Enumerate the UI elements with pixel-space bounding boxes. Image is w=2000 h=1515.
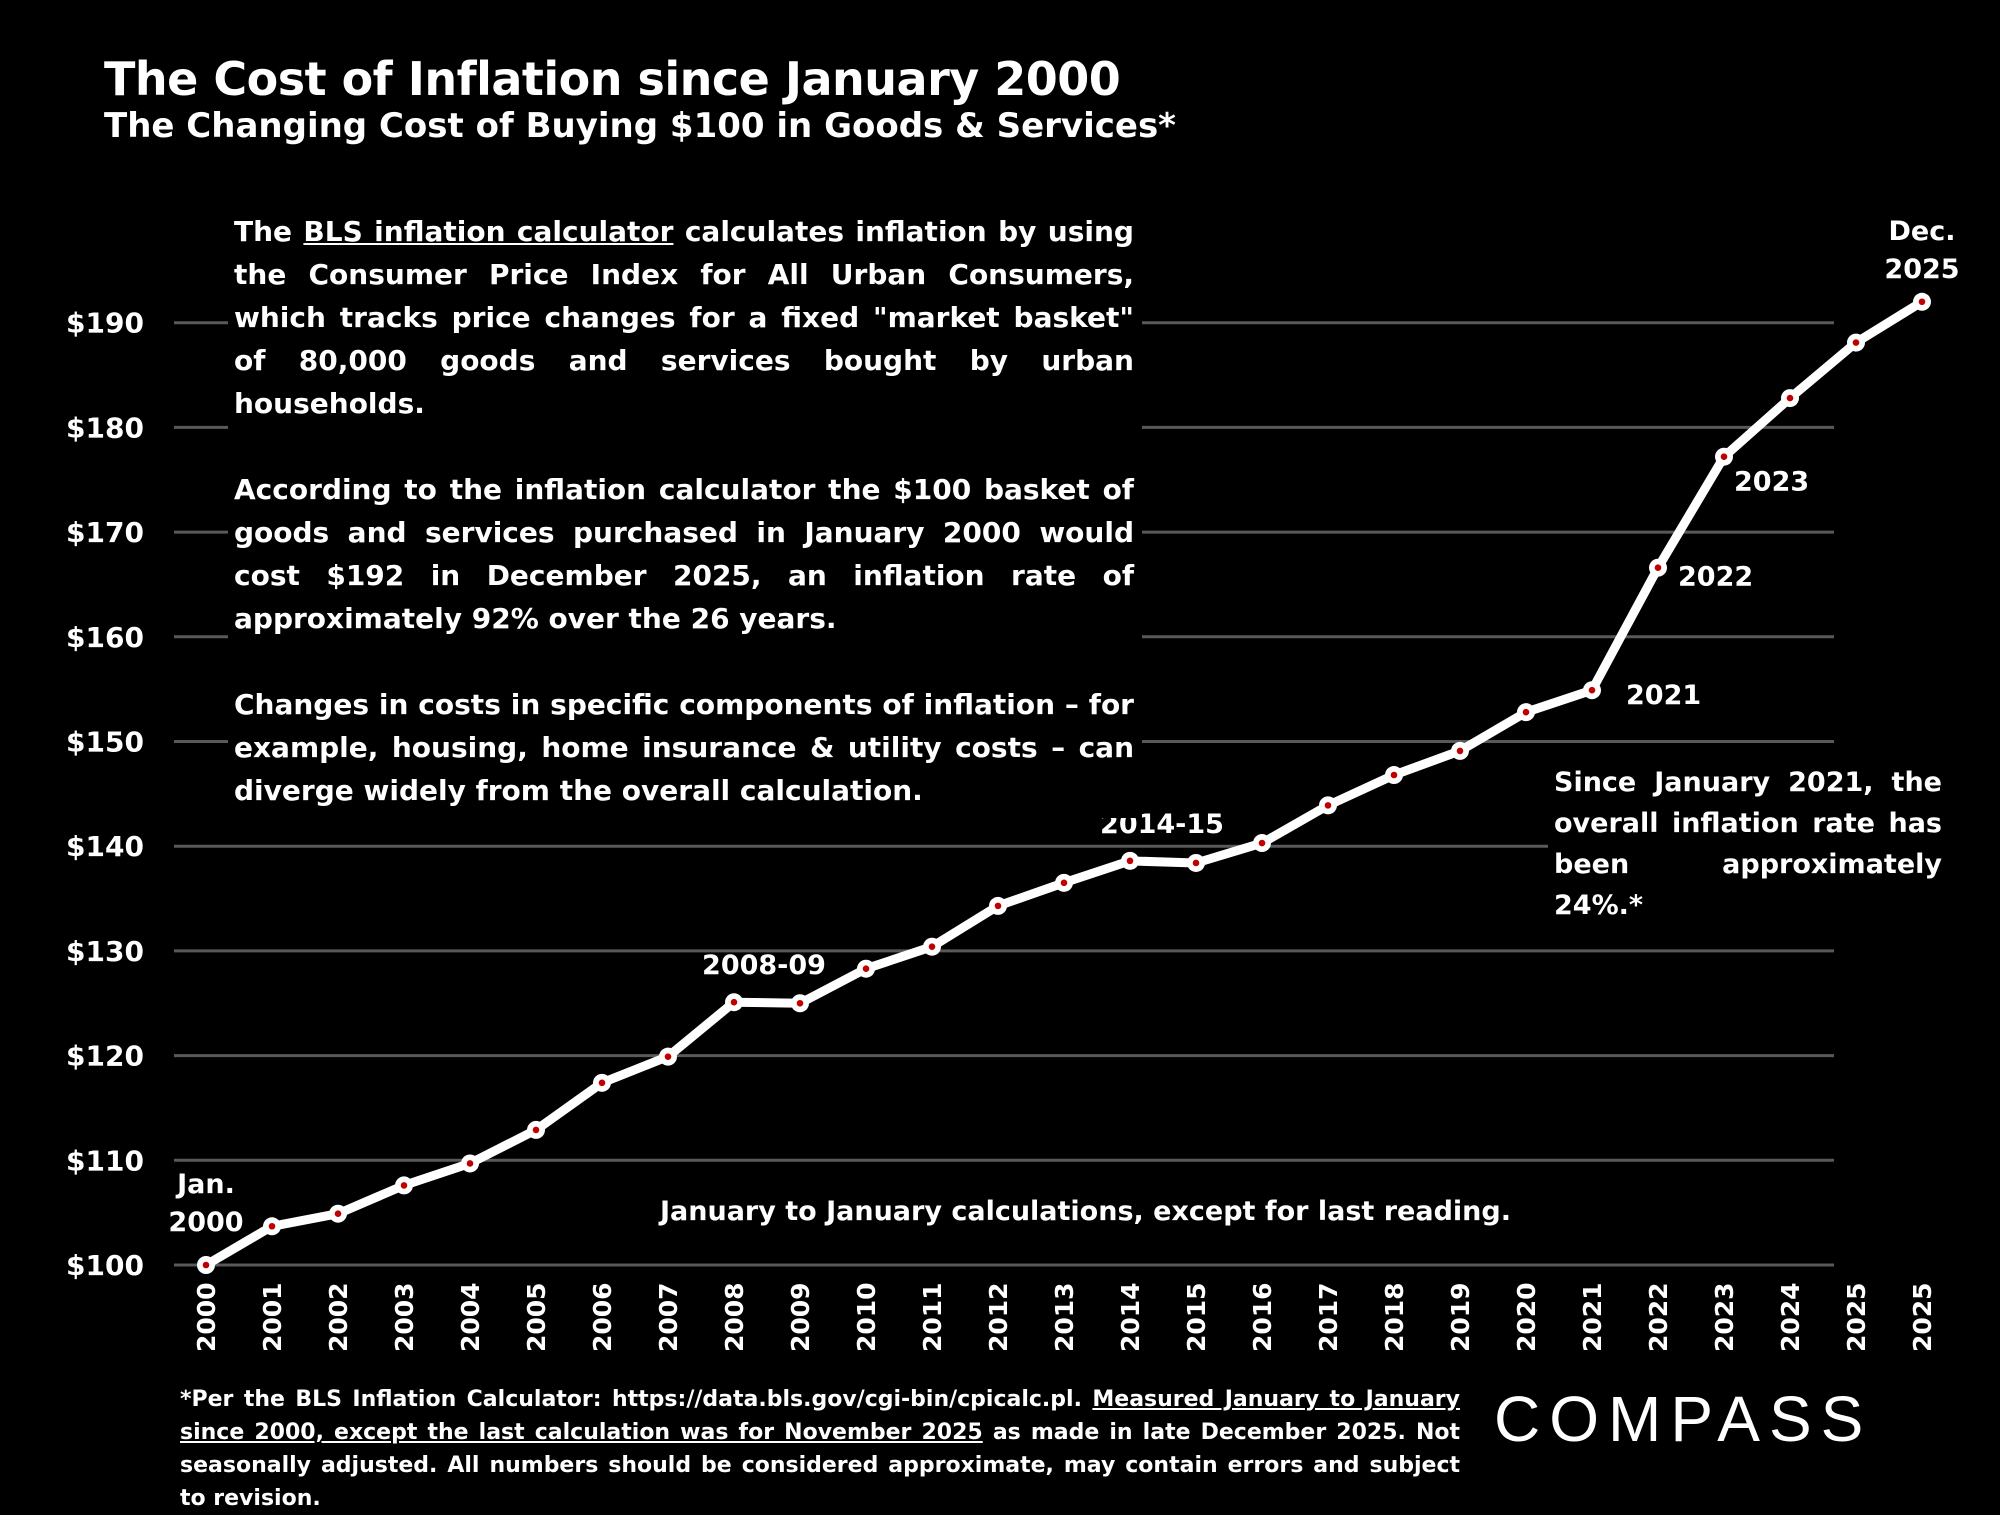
y-tick-label: $130 [66,935,144,968]
data-point-dot [532,1126,540,1134]
explanation-paragraph-3: Changes in costs in specific components … [234,688,1134,807]
x-tick-label: 2013 [1050,1282,1079,1352]
x-tick-label: 2008 [720,1282,749,1352]
x-tick-label: 2025 [1908,1282,1937,1352]
data-point-dot [1852,339,1860,346]
data-point-dot [202,1261,210,1269]
x-tick-label: 2020 [1512,1282,1541,1352]
x-tick-label: 2015 [1182,1282,1211,1352]
logo-text: C [1494,1383,1550,1455]
logo-o: O [1549,1383,1608,1455]
explanation-text: calculates inflation by using the Consum… [234,215,1134,420]
data-point-dot [466,1160,474,1167]
y-tick-label: $160 [66,621,144,654]
data-point-dot [1324,802,1332,809]
since-2021-note: Since January 2021, the overall inflatio… [1548,758,1948,930]
data-point-dot [1720,453,1728,461]
x-tick-label: 2021 [1578,1282,1607,1352]
explanation-text: The [234,215,304,248]
data-point-dot [928,943,936,951]
chart-title: The Cost of Inflation since January 2000 [104,52,1121,106]
point-annotation: 2023 [1734,467,1809,498]
point-annotation: 2022 [1678,562,1753,593]
point-annotation: 2021 [1626,680,1701,711]
footnote: *Per the BLS Inflation Calculator: https… [180,1383,1460,1515]
x-tick-label: 2022 [1644,1282,1673,1352]
data-point-dot [334,1210,342,1217]
data-point-dot [1522,708,1530,716]
x-tick-label: 2001 [258,1282,287,1352]
data-point-dot [1390,771,1398,779]
data-point-dot [1192,859,1200,867]
explanation-box: The BLS inflation calculator calculates … [228,208,1142,818]
x-tick-label: 2002 [324,1282,353,1352]
x-tick-label: 2014 [1116,1282,1145,1352]
bls-calculator-link[interactable]: BLS inflation calculator [303,215,674,248]
data-point-dot [1456,747,1464,755]
data-point-dot [1258,839,1266,847]
point-annotation: Dec. [1889,216,1956,247]
x-tick-label: 2003 [390,1282,419,1352]
point-annotation: 2000 [168,1207,243,1238]
x-tick-label: 2006 [588,1282,617,1352]
point-annotation: 2008-09 [702,950,826,981]
y-tick-label: $190 [66,307,144,340]
chart-subtitle: The Changing Cost of Buying $100 in Good… [104,106,1176,146]
data-point-dot [994,902,1002,910]
x-tick-label: 2024 [1776,1282,1805,1352]
data-point-dot [664,1053,672,1060]
data-point-dot [1126,857,1134,865]
compass-logo: COMPASS [1494,1382,1872,1456]
data-point-dot [730,998,738,1006]
data-point-dot [1918,298,1926,306]
x-tick-label: 2005 [522,1282,551,1352]
y-tick-label: $180 [66,411,144,444]
data-point-dot [1654,564,1662,571]
explanation-paragraph-1: The BLS inflation calculator calculates … [234,210,1134,425]
x-tick-label: 2007 [654,1282,683,1352]
data-point-dot [1588,686,1596,694]
point-annotation: 2025 [1884,254,1959,285]
x-tick-label: 2012 [984,1282,1013,1352]
x-tick-label: 2000 [192,1282,221,1352]
logo-text: MPASS [1608,1383,1873,1455]
data-point-dot [400,1182,408,1189]
data-point-dot [268,1222,276,1230]
data-point-dot [1786,394,1794,402]
x-tick-label: 2009 [786,1282,815,1352]
point-annotation: Jan. [175,1169,235,1200]
x-tick-label: 2010 [852,1282,881,1352]
explanation-paragraph-2: According to the inflation calculator th… [234,473,1134,635]
x-tick-label: 2017 [1314,1282,1343,1352]
footnote-text: *Per the BLS Inflation Calculator: https… [180,1387,1093,1412]
data-point-dot [796,999,804,1007]
x-tick-label: 2018 [1380,1282,1409,1352]
footnote-underlined: Measured January to January since 2000, … [180,1387,1460,1445]
y-tick-label: $110 [66,1144,144,1177]
y-tick-label: $140 [66,830,144,863]
data-point-dot [1060,879,1068,887]
y-tick-label: $170 [66,516,144,549]
data-point-dot [862,965,870,972]
x-tick-label: 2025 [1842,1282,1871,1352]
x-tick-label: 2016 [1248,1282,1277,1352]
x-tick-label: 2004 [456,1282,485,1352]
data-point-dot [598,1079,606,1087]
x-tick-label: 2019 [1446,1282,1475,1352]
y-tick-label: $120 [66,1040,144,1073]
x-tick-label: 2023 [1710,1282,1739,1352]
x-tick-label: 2011 [918,1282,947,1352]
y-tick-label: $100 [66,1249,144,1282]
calculation-note: January to January calculations, except … [660,1196,1511,1227]
y-tick-label: $150 [66,726,144,759]
